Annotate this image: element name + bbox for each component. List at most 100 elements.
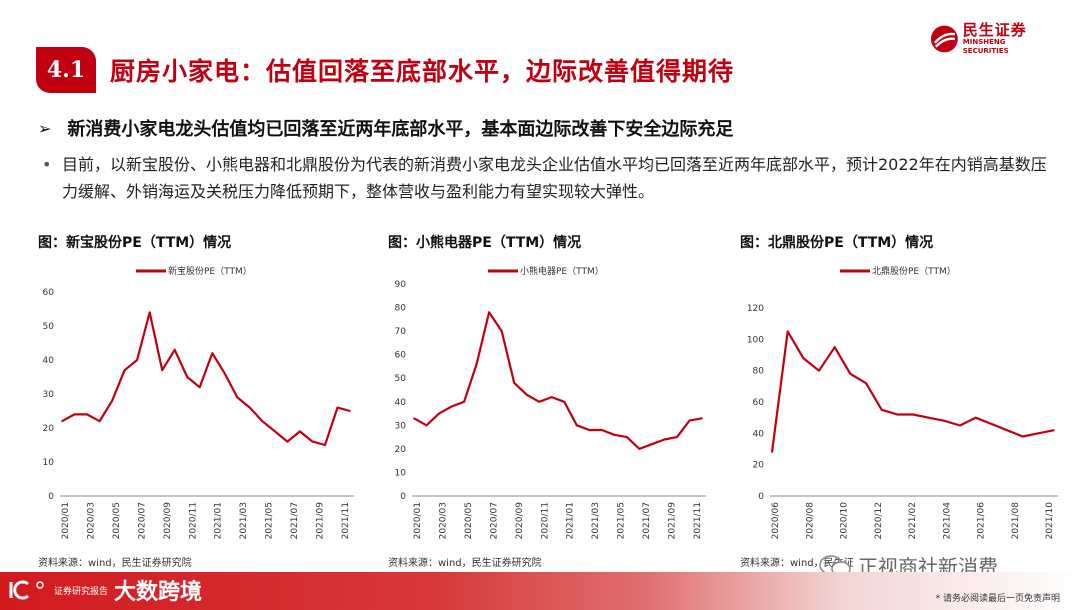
x-tick-label: 2020/01 (413, 502, 423, 539)
company-logo: 民生证券 MINSHENG SECURITIES (930, 22, 1050, 56)
data-point (236, 396, 239, 399)
data-point (538, 401, 540, 403)
chart-xinbao: 新宝股份PE（TTM） 0 10 20 30 40 50 60 2020/01 2020/03 20… (36, 262, 366, 552)
data-point (865, 382, 867, 384)
data-point (626, 436, 628, 438)
x-tick-label: 2020/11 (540, 502, 550, 539)
brand-logo-icon (9, 580, 44, 600)
data-point (463, 401, 465, 403)
data-point (651, 443, 653, 445)
data-point (500, 330, 503, 332)
data-point (161, 369, 163, 371)
x-tick-label: 2021/07 (642, 502, 652, 539)
data-point (802, 357, 805, 359)
data-point (912, 413, 914, 416)
legend: 北鼎股份PE（TTM） (840, 265, 956, 277)
figure-title-beiding: 图：北鼎股份PE（TTM）情况 (740, 235, 934, 251)
data-point (438, 412, 440, 415)
key-point: ➢ 新消费小家电龙头估值均已回落至近两年底部水平，基本面边际改善下安全边际充足 (38, 115, 733, 141)
data-point (513, 382, 515, 384)
series-line (413, 311, 703, 450)
x-tick-label: 2020/07 (137, 502, 147, 539)
x-tick-label: 2020/09 (515, 502, 525, 540)
y-tick-label: 60 (395, 351, 407, 361)
y-tick-label: 50 (395, 374, 407, 384)
footer-brand: 证券研究报告 大数跨境 (8, 574, 202, 606)
disclaimer-text: * 请务必阅读最后一页免责声明 (935, 594, 1060, 604)
y-tick-label: 0 (48, 492, 54, 502)
data-point (249, 406, 251, 409)
data-point (450, 405, 453, 408)
body-paragraph-text: 目前，以新宝股份、小熊电器和北鼎股份为代表的新消费小家电龙头企业估值水平均已回落… (62, 155, 1047, 201)
x-tick-label: 2020/01 (61, 502, 71, 539)
x-tick-label: 2021/07 (290, 502, 300, 539)
y-tick-label: 20 (43, 424, 55, 434)
data-point (173, 349, 176, 351)
y-tick-label: 0 (400, 492, 406, 502)
data-point (475, 363, 478, 365)
figure-title-xiaoxiong: 图：小熊电器PE（TTM）情况 (388, 235, 582, 251)
data-point (198, 386, 201, 388)
data-point (425, 424, 428, 427)
x-tick-label: 2021/05 (617, 502, 627, 539)
x-tick-label: 2021/06 (977, 502, 987, 540)
y-tick-label: 0 (758, 492, 764, 502)
data-point (98, 420, 101, 422)
x-tick-label: 2021/04 (942, 502, 952, 540)
y-tick-label: 20 (395, 445, 407, 455)
data-point (73, 413, 76, 416)
legend: 小熊电器PE（TTM） (488, 265, 604, 277)
data-point (833, 346, 836, 348)
y-tick-label: 120 (747, 304, 764, 314)
x-tick-label: 2021/05 (265, 502, 275, 539)
logo-english-text: MINSHENG SECURITIES (962, 38, 1009, 55)
y-tick-label: 50 (43, 322, 55, 332)
chart-beiding-svg: 北鼎股份PE（TTM） 0 20 40 60 80 100 120 2020/06 2020/08… (747, 265, 1058, 540)
y-tick-label: 30 (43, 390, 55, 400)
data-point (613, 434, 616, 436)
logo-mark-icon (930, 25, 958, 53)
y-tick-label: 20 (753, 461, 765, 471)
legend: 新宝股份PE（TTM） (136, 265, 252, 277)
data-point (688, 419, 691, 422)
x-tick-label: 2020/07 (489, 502, 499, 539)
chart-xinbao-svg: 新宝股份PE（TTM） 0 10 20 30 40 50 60 2020/01 2020/03 20… (43, 265, 354, 540)
data-point (1006, 429, 1008, 431)
figure-title-xinbao: 图：新宝股份PE（TTM）情况 (38, 235, 232, 251)
data-point (818, 369, 820, 372)
x-tick-label: 2021/11 (693, 502, 703, 539)
data-point (663, 438, 666, 441)
x-tick-label: 2020/09 (163, 502, 173, 540)
x-tick-label: 2021/09 (668, 502, 678, 540)
data-point (563, 401, 566, 403)
x-tick-label: 2021/01 (214, 502, 224, 539)
data-point (974, 416, 977, 419)
data-point (148, 311, 151, 314)
data-point (111, 400, 113, 402)
data-point (990, 423, 993, 425)
data-point (224, 372, 226, 375)
data-point (701, 417, 703, 420)
y-tick-label: 10 (395, 468, 407, 478)
legend-label: 新宝股份PE（TTM） (168, 265, 252, 277)
footer-brand-text: 大数跨境 (114, 580, 203, 605)
series-line (61, 311, 351, 447)
slide-title: 4.1 厨房小家电：估值回落至底部水平，边际改善值得期待 (36, 47, 734, 93)
x-tick-label: 2020/03 (438, 502, 448, 539)
y-tick-label: 40 (43, 356, 55, 366)
data-point (123, 369, 126, 371)
y-tick-label: 40 (395, 398, 407, 408)
data-point (186, 376, 188, 378)
data-point (324, 444, 326, 446)
legend-label: 小熊电器PE（TTM） (520, 265, 604, 277)
chart-beiding: 北鼎股份PE（TTM） 0 20 40 60 80 100 120 2020/06 2020/08… (740, 262, 1070, 552)
data-point (488, 311, 490, 314)
data-point (349, 410, 351, 412)
x-tick-label: 2021/03 (591, 502, 601, 539)
x-tick-label: 2020/05 (112, 502, 122, 539)
data-point (1053, 429, 1055, 431)
data-point (336, 406, 339, 409)
data-point (576, 424, 578, 427)
y-tick-label: 90 (395, 280, 407, 290)
data-point (638, 448, 641, 450)
